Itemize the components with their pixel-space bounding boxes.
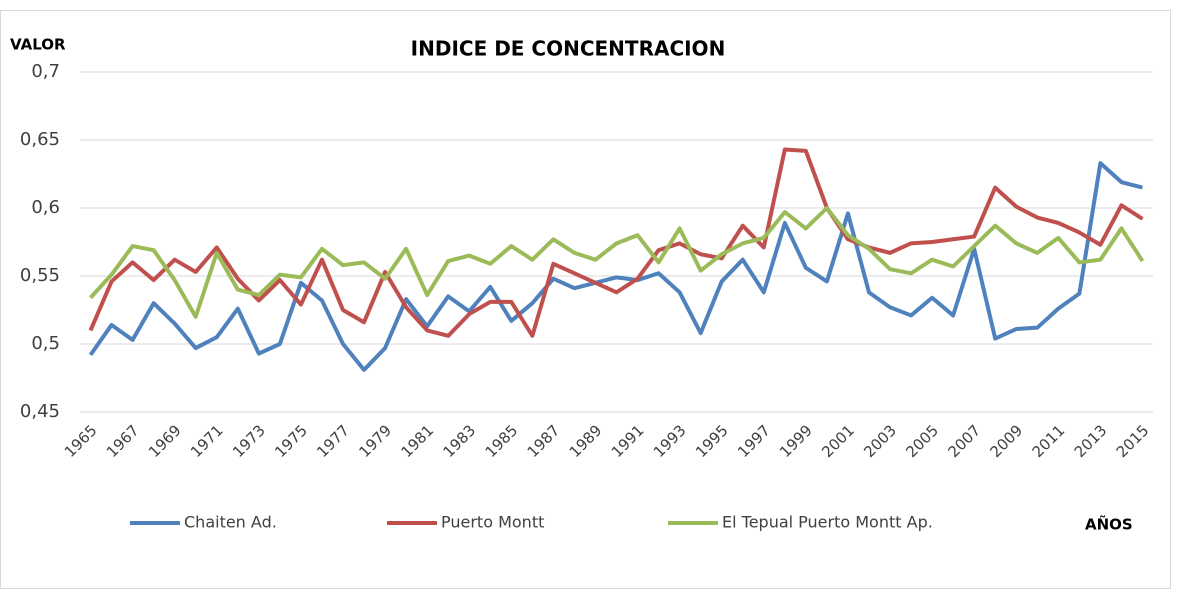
y-tick-label: 0,55 [20,265,60,286]
series-line [89,206,1145,319]
y-tick-label: 0,6 [31,197,60,218]
y-tick-label: 0,7 [31,61,60,82]
y-tick-label: 0,65 [20,129,60,150]
chart-title: INDICE DE CONCENTRACION [411,37,726,61]
series-line [88,147,1144,338]
y-tick-label: 0,5 [31,333,60,354]
legend-label: El Tepual Puerto Montt Ap. [722,513,933,532]
y-axis-label: VALOR [10,36,66,54]
y-tick-label: 0,45 [20,401,60,422]
legend-label: Chaiten Ad. [184,513,277,532]
series-line [88,161,1143,372]
legend-label: Puerto Montt [441,513,544,532]
x-axis-label: AÑOS [1085,515,1133,534]
chart-frame [0,10,1171,589]
